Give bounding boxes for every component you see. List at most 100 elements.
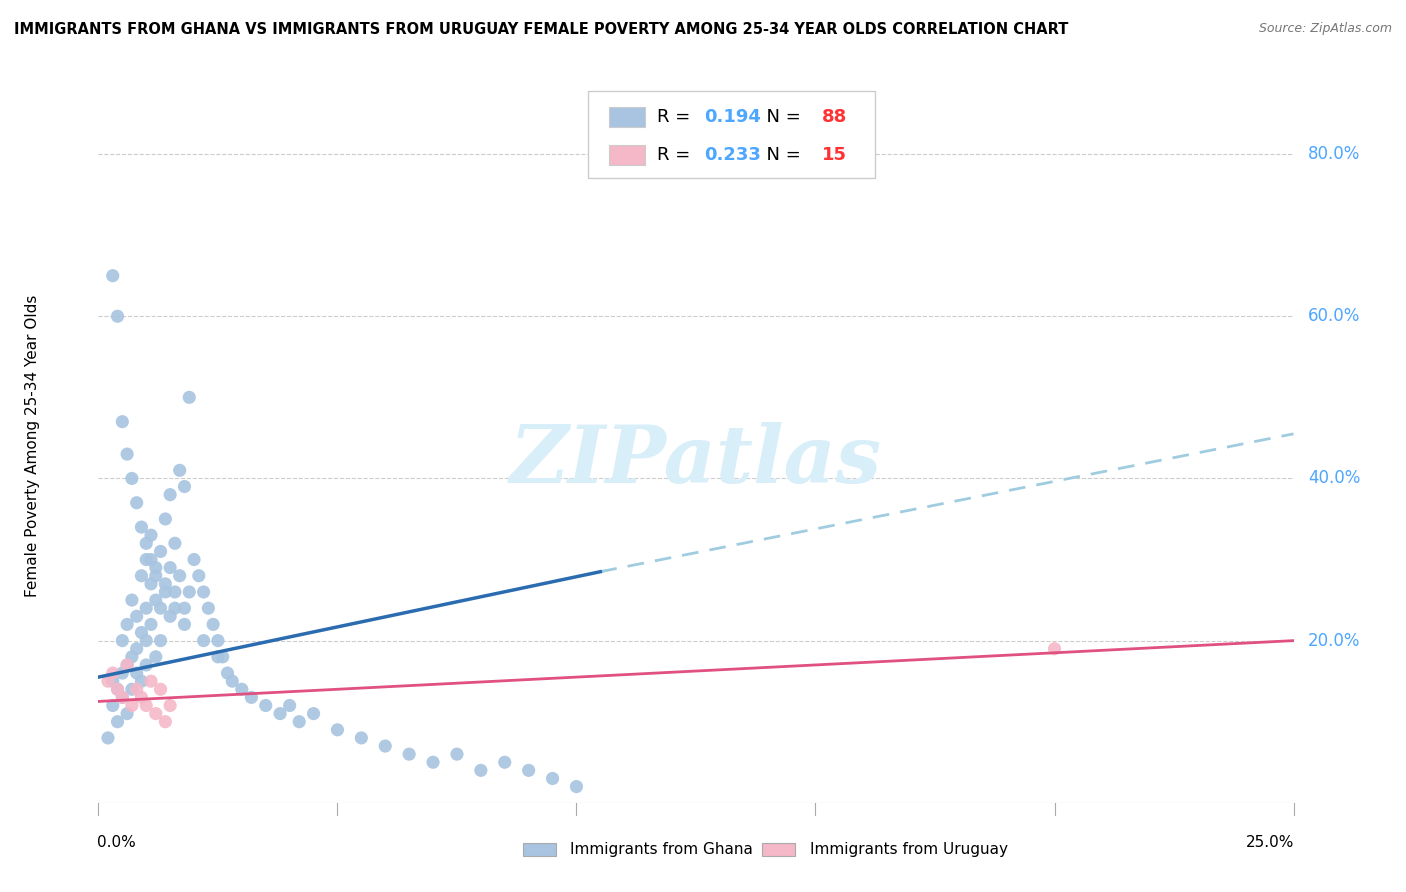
Point bbox=[115, 617, 138, 632]
Point bbox=[139, 577, 162, 591]
Point bbox=[211, 649, 233, 664]
Point bbox=[145, 649, 167, 664]
Text: R =: R = bbox=[657, 108, 696, 127]
Point bbox=[131, 674, 153, 689]
FancyBboxPatch shape bbox=[762, 844, 796, 856]
Point bbox=[139, 674, 162, 689]
Point bbox=[111, 690, 134, 705]
Point bbox=[115, 706, 138, 721]
Point bbox=[101, 666, 124, 681]
Point bbox=[197, 601, 219, 615]
Point bbox=[155, 512, 177, 526]
Point bbox=[125, 641, 148, 656]
Point bbox=[217, 666, 239, 681]
Point bbox=[131, 520, 153, 534]
Point bbox=[149, 633, 172, 648]
Point bbox=[173, 617, 195, 632]
Point bbox=[179, 390, 201, 404]
Point bbox=[149, 544, 172, 558]
Point bbox=[121, 649, 143, 664]
Point bbox=[159, 488, 181, 502]
Point bbox=[470, 764, 492, 778]
Point bbox=[149, 601, 172, 615]
Point bbox=[125, 496, 148, 510]
Point bbox=[221, 674, 243, 689]
Point bbox=[149, 682, 172, 697]
Text: N =: N = bbox=[755, 108, 806, 127]
Point bbox=[159, 698, 181, 713]
Point bbox=[107, 682, 129, 697]
FancyBboxPatch shape bbox=[523, 844, 557, 856]
Text: 15: 15 bbox=[821, 146, 846, 164]
Point bbox=[163, 601, 186, 615]
Point bbox=[121, 471, 143, 485]
Point bbox=[494, 756, 516, 770]
Point bbox=[115, 657, 138, 672]
Text: 25.0%: 25.0% bbox=[1246, 835, 1295, 850]
Text: Immigrants from Uruguay: Immigrants from Uruguay bbox=[810, 842, 1008, 856]
Point bbox=[207, 633, 229, 648]
Point bbox=[145, 560, 167, 574]
Text: Immigrants from Ghana: Immigrants from Ghana bbox=[571, 842, 754, 856]
Point bbox=[302, 706, 325, 721]
Point bbox=[115, 657, 138, 672]
Point bbox=[159, 560, 181, 574]
Point bbox=[1043, 641, 1066, 656]
Point bbox=[139, 552, 162, 566]
Text: 0.0%: 0.0% bbox=[97, 835, 136, 850]
Point bbox=[207, 649, 229, 664]
Point bbox=[288, 714, 311, 729]
Point bbox=[163, 585, 186, 599]
FancyBboxPatch shape bbox=[609, 107, 644, 128]
Point bbox=[193, 585, 215, 599]
Point bbox=[193, 633, 215, 648]
Point bbox=[125, 682, 148, 697]
Text: 20.0%: 20.0% bbox=[1308, 632, 1361, 649]
Point bbox=[135, 657, 157, 672]
Point bbox=[131, 690, 153, 705]
Point bbox=[111, 666, 134, 681]
Text: Female Poverty Among 25-34 Year Olds: Female Poverty Among 25-34 Year Olds bbox=[25, 295, 41, 597]
Point bbox=[169, 463, 191, 477]
Text: 0.194: 0.194 bbox=[704, 108, 761, 127]
Point bbox=[111, 690, 134, 705]
Point bbox=[183, 552, 205, 566]
Point bbox=[541, 772, 564, 786]
Point bbox=[107, 682, 129, 697]
Point bbox=[135, 698, 157, 713]
Point bbox=[135, 552, 157, 566]
Point bbox=[125, 666, 148, 681]
Point bbox=[135, 536, 157, 550]
Point bbox=[269, 706, 291, 721]
Point bbox=[131, 568, 153, 582]
Point bbox=[101, 674, 124, 689]
Point bbox=[121, 593, 143, 607]
FancyBboxPatch shape bbox=[609, 145, 644, 165]
Point bbox=[155, 577, 177, 591]
Point bbox=[155, 585, 177, 599]
Point bbox=[107, 714, 129, 729]
Text: 60.0%: 60.0% bbox=[1308, 307, 1360, 326]
Point bbox=[139, 528, 162, 542]
Point bbox=[202, 617, 225, 632]
Point bbox=[278, 698, 301, 713]
Text: 0.233: 0.233 bbox=[704, 146, 761, 164]
Point bbox=[240, 690, 263, 705]
Text: N =: N = bbox=[755, 146, 806, 164]
Point bbox=[422, 756, 444, 770]
Point bbox=[231, 682, 253, 697]
Point bbox=[111, 633, 134, 648]
Point bbox=[163, 536, 186, 550]
Point bbox=[115, 447, 138, 461]
Point bbox=[111, 415, 134, 429]
Point bbox=[254, 698, 277, 713]
Point bbox=[135, 601, 157, 615]
Point bbox=[179, 585, 201, 599]
Point bbox=[97, 674, 120, 689]
Point bbox=[121, 682, 143, 697]
Point bbox=[173, 601, 195, 615]
Text: 88: 88 bbox=[821, 108, 846, 127]
Point bbox=[173, 479, 195, 493]
Point bbox=[145, 593, 167, 607]
Point bbox=[169, 568, 191, 582]
